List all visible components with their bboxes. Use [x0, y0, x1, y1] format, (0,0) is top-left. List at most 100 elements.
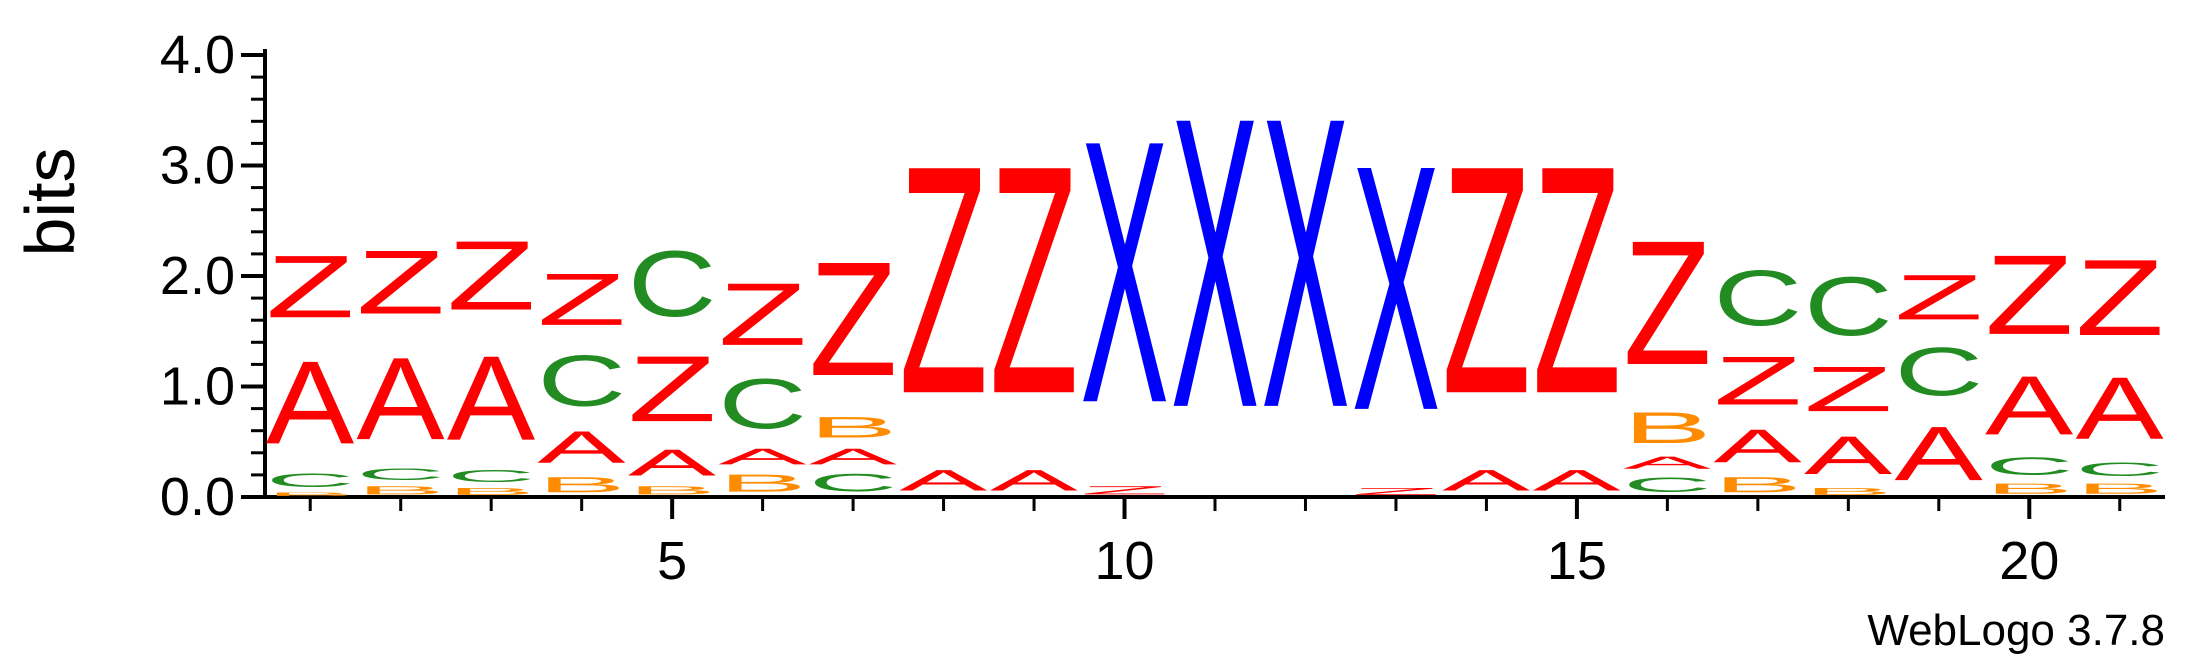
logo-glyph-a: A	[537, 421, 625, 472]
logo-glyph-a: A	[1623, 453, 1711, 473]
logo-glyph-a: A	[1714, 420, 1803, 473]
logo-glyph-z: Z	[1623, 204, 1712, 402]
logo-column-19: ACZ	[1894, 261, 1983, 496]
y-tick-label: 3.0	[160, 136, 235, 196]
logo-glyph-z: Z	[447, 221, 536, 331]
logo-glyph-a: A	[809, 444, 898, 469]
y-tick-label: 1.0	[160, 357, 235, 417]
logo-glyph-a: A	[899, 464, 987, 497]
logo-column-12: X	[1261, 31, 1350, 494]
logo-glyph-z: Z	[1080, 484, 1169, 497]
logo-glyph-z: Z	[809, 227, 898, 410]
logo-glyph-c: C	[628, 232, 717, 337]
logo-glyph-x: X	[1080, 61, 1169, 481]
logo-glyph-b: B	[1714, 473, 1803, 497]
logo-column-14: AZ	[1442, 99, 1531, 497]
logo-glyph-b: B	[2075, 480, 2164, 497]
logo-glyph-z: Z	[1985, 231, 2074, 358]
logo-glyph-z: Z	[537, 259, 626, 341]
logo-glyph-c: C	[447, 466, 536, 486]
logo-glyph-a: A	[718, 444, 807, 469]
x-tick-label: 5	[657, 531, 687, 591]
logo-glyph-z: Z	[1714, 342, 1803, 419]
logo-glyph-a: A	[447, 330, 536, 465]
logo-glyph-z: Z	[1804, 353, 1893, 425]
logo-glyph-a: A	[1894, 410, 1982, 496]
logo-glyph-c: C	[1894, 334, 1983, 411]
logo-glyph-c: C	[266, 469, 355, 491]
y-tick-label: 2.0	[160, 246, 235, 306]
logo-glyph-c: C	[2075, 458, 2164, 480]
logo-glyph-z: Z	[1894, 261, 1983, 333]
logo-glyph-x: X	[1352, 93, 1441, 484]
x-axis: 5 10 15 20	[263, 495, 2165, 591]
logo-glyph-a: A	[628, 442, 716, 484]
logo-glyph-c: C	[537, 342, 626, 422]
logo-glyph-b: B	[266, 491, 355, 497]
logo-glyph-a: A	[1442, 464, 1530, 497]
logo-glyph-z: Z	[628, 336, 717, 441]
logo-glyph-z: Z	[266, 238, 355, 337]
logo-glyph-b: B	[537, 473, 626, 497]
x-tick-label: 20	[1999, 531, 2059, 591]
logo-glyph-x: X	[1261, 31, 1350, 494]
logo-glyph-a: A	[356, 333, 445, 464]
logo-glyph-b: B	[1804, 486, 1893, 497]
logo-glyph-z: Z	[1352, 486, 1441, 497]
logo-glyph-z: Z	[990, 99, 1079, 462]
logo-glyph-a: A	[2075, 358, 2163, 457]
logo-column-11: X	[1171, 31, 1260, 494]
logo-glyph-z: Z	[356, 231, 445, 333]
logo-glyph-c: C	[1714, 254, 1803, 342]
x-tick-label: 10	[1094, 531, 1154, 591]
logo-glyph-b: B	[718, 469, 807, 497]
logo-glyph-c: C	[356, 465, 445, 484]
logo-glyph-b: B	[1623, 403, 1712, 453]
logo-glyph-z: Z	[1533, 99, 1622, 462]
logo-glyph-z: Z	[2075, 238, 2164, 359]
y-axis-label: bits	[11, 148, 89, 257]
logo-glyph-a: A	[990, 464, 1078, 497]
logo-glyph-c: C	[1985, 453, 2074, 481]
logo-column-9: AZ	[990, 99, 1079, 497]
x-tick-label: 15	[1547, 531, 1607, 591]
y-axis: 0.0 1.0 2.0 3.0 4.0	[160, 25, 267, 527]
logo-glyph-b: B	[356, 484, 445, 497]
logo-glyph-x: X	[1171, 31, 1260, 494]
logo-glyph-c: C	[1623, 473, 1712, 497]
logo-glyph-a: A	[266, 336, 355, 469]
logo-glyph-a: A	[1804, 425, 1893, 486]
logo-column-8: AZ	[899, 99, 988, 497]
logo-glyph-c: C	[1804, 260, 1893, 353]
logo-glyph-a: A	[1985, 359, 2073, 452]
logo-glyph-a: A	[1533, 464, 1621, 497]
logo-glyph-b: B	[447, 486, 536, 497]
logo-column-15: AZ	[1533, 99, 1622, 497]
logo-glyph-z: Z	[718, 265, 807, 364]
logo-glyph-c: C	[809, 469, 898, 497]
footer-credit: WebLogo 3.7.8	[1867, 606, 2165, 655]
logo-glyph-b: B	[809, 411, 898, 444]
y-tick-label: 0.0	[160, 467, 235, 527]
logo-glyph-c: C	[718, 365, 807, 444]
y-tick-label: 4.0	[160, 25, 235, 85]
logo-glyph-b: B	[628, 484, 717, 497]
logo-glyph-z: Z	[1442, 99, 1531, 462]
logo-glyph-z: Z	[899, 99, 988, 462]
logo-glyph-b: B	[1985, 480, 2074, 497]
logo-column-10: ZX	[1080, 61, 1169, 497]
